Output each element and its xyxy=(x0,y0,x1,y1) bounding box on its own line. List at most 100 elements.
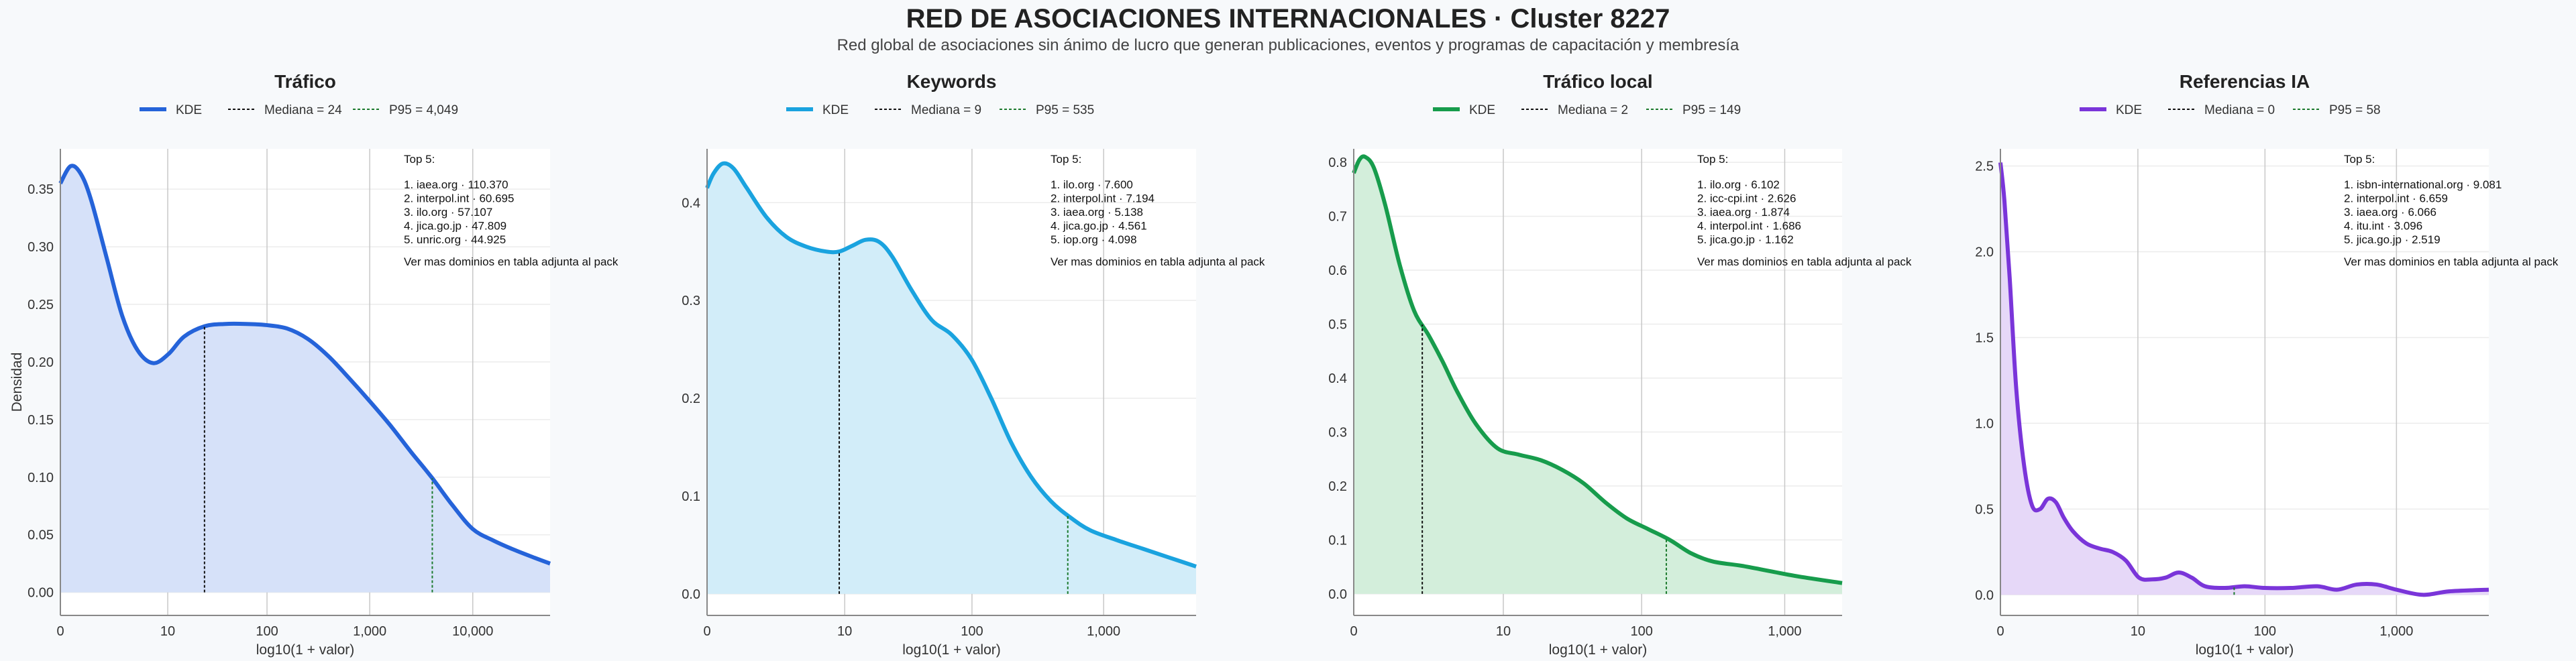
plot-area xyxy=(60,149,550,615)
y-tick-label: 0.6 xyxy=(1328,263,1347,278)
legend-label-kde: KDE xyxy=(822,103,849,117)
x-axis-label: log10(1 + valor) xyxy=(1549,642,1648,658)
panel-title: Referencias IA xyxy=(2180,71,2310,92)
y-tick-label: 0.3 xyxy=(1328,425,1347,440)
x-tick-label: 1,000 xyxy=(2379,624,2413,639)
top5-item: 3. iaea.org · 6.066 xyxy=(2344,206,2436,219)
legend: KDE Mediana = 2 P95 = 149 xyxy=(1433,103,1741,117)
legend-label-p95: P95 = 58 xyxy=(2329,103,2381,117)
legend-label-median: Mediana = 24 xyxy=(264,103,342,117)
top5-item: 4. itu.int · 3.096 xyxy=(2344,220,2422,233)
legend-label-p95: P95 = 4,049 xyxy=(389,103,458,117)
top5-item: 4. interpol.int · 1.686 xyxy=(1697,220,1801,233)
x-tick-label: 10 xyxy=(837,624,852,639)
y-tick-label: 0.0 xyxy=(682,587,700,602)
panel-title: Tráfico xyxy=(274,71,336,92)
top5-item: 3. ilo.org · 57.107 xyxy=(404,206,492,219)
panel-title: Keywords xyxy=(907,71,997,92)
top5-item: 3. iaea.org · 5.138 xyxy=(1051,206,1143,219)
page-subtitle: Red global de asociaciones sin ánimo de … xyxy=(837,36,1739,54)
top5-item: 4. jica.go.jp · 47.809 xyxy=(404,220,506,233)
legend-label-kde: KDE xyxy=(176,103,202,117)
top5-item: 2. interpol.int · 60.695 xyxy=(404,192,514,205)
plot-area xyxy=(707,149,1196,615)
y-tick-label: 0.4 xyxy=(1328,371,1347,386)
chart-panel-trafico-local: 0.0 0.1 0.2 0.3 0.4 0.5 0.6 0.7 0.8 0 10 100 1,000 lo… xyxy=(1328,71,1912,658)
chart-panel-keywords: 0.0 0.1 0.2 0.3 0.4 0 10 100 1,000 log10(1 + valo… xyxy=(682,71,1265,658)
y-tick-label: 1.0 xyxy=(1975,416,1994,431)
x-tick-label: 100 xyxy=(961,624,983,639)
page-title: RED DE ASOCIACIONES INTERNACIONALES · Cl… xyxy=(906,4,1670,34)
legend-label-kde: KDE xyxy=(1469,103,1495,117)
plot-area xyxy=(2000,149,2489,615)
top5-note: Ver mas dominios en tabla adjunta al pac… xyxy=(1051,255,1265,268)
x-axis-label: log10(1 + valor) xyxy=(256,642,355,658)
y-tick-label: 0.05 xyxy=(28,528,54,543)
top5-item: 1. isbn-international.org · 9.081 xyxy=(2344,178,2502,191)
chart-panel-referencias-ia: 0.0 0.5 1.0 1.5 2.0 2.5 0 10 100 1,000 log10(1 + v… xyxy=(1975,71,2559,658)
y-tick-label: 0.25 xyxy=(28,298,54,312)
kde-area xyxy=(1354,156,1842,594)
legend-label-median: Mediana = 9 xyxy=(911,103,981,117)
x-tick-label: 10 xyxy=(2131,624,2145,639)
top5-item: 3. iaea.org · 1.874 xyxy=(1697,206,1790,219)
y-tick-label: 2.5 xyxy=(1975,160,1994,174)
legend-label-p95: P95 = 149 xyxy=(1682,103,1741,117)
y-tick-label: 0.5 xyxy=(1328,318,1347,333)
kde-line xyxy=(1352,154,1843,585)
top5-item: 5. iop.org · 4.098 xyxy=(1051,233,1137,246)
legend-label-kde: KDE xyxy=(2116,103,2142,117)
x-tick-label: 0 xyxy=(703,624,710,639)
top5-item: 5. unric.org · 44.925 xyxy=(404,233,506,246)
legend-label-median: Mediana = 0 xyxy=(2204,103,2275,117)
x-tick-label: 100 xyxy=(2254,624,2276,639)
top5-annotation: Top 5: 1. isbn-international.org · 9.0812… xyxy=(2344,153,2559,268)
top5-item: 4. jica.go.jp · 4.561 xyxy=(1051,220,1147,233)
x-tick-label: 1,000 xyxy=(353,624,386,639)
top5-item: 1. ilo.org · 6.102 xyxy=(1697,178,1780,191)
legend: KDE Mediana = 24 P95 = 4,049 xyxy=(140,103,458,117)
y-tick-label: 2.0 xyxy=(1975,245,1994,260)
panel-title: Tráfico local xyxy=(1543,71,1652,92)
legend: KDE Mediana = 9 P95 = 535 xyxy=(786,103,1094,117)
y-tick-label: 0.2 xyxy=(1328,479,1347,494)
y-tick-label: 0.10 xyxy=(28,471,54,485)
y-tick-label: 0.30 xyxy=(28,240,54,255)
y-tick-label: 0.1 xyxy=(682,489,700,504)
kde-line xyxy=(58,164,551,566)
top5-item: 2. interpol.int · 7.194 xyxy=(1051,192,1155,205)
y-tick-label: 0.3 xyxy=(682,294,700,308)
top5-item: 2. icc-cpi.int · 2.626 xyxy=(1697,192,1796,205)
y-tick-label: 0.20 xyxy=(28,355,54,370)
x-axis-label: log10(1 + valor) xyxy=(902,642,1001,658)
legend-label-p95: P95 = 535 xyxy=(1036,103,1094,117)
top5-heading: Top 5: xyxy=(1051,153,1081,166)
y-tick-label: 0.0 xyxy=(1328,587,1347,602)
kde-area xyxy=(2000,162,2489,595)
kde-line xyxy=(705,161,1197,568)
y-tick-label: 0.2 xyxy=(682,392,700,406)
y-tick-label: 0.35 xyxy=(28,182,54,197)
top5-heading: Top 5: xyxy=(2344,153,2375,166)
top5-note: Ver mas dominios en tabla adjunta al pac… xyxy=(2344,255,2559,268)
chart-panel-trafico: 0.00 0.05 0.10 0.15 0.20 0.25 0.30 0.35 0 10 100 1,… xyxy=(9,71,619,658)
x-tick-label: 0 xyxy=(1996,624,2004,639)
kde-area xyxy=(60,166,550,593)
top5-item: 5. jica.go.jp · 2.519 xyxy=(2344,233,2440,246)
x-tick-label: 100 xyxy=(1630,624,1652,639)
kde-line xyxy=(1998,162,2489,597)
y-tick-label: 0.0 xyxy=(1975,588,1994,603)
x-axis-label: log10(1 + valor) xyxy=(2196,642,2294,658)
legend-label-median: Mediana = 2 xyxy=(1558,103,1628,117)
y-tick-label: 0.7 xyxy=(1328,210,1347,225)
plot-area xyxy=(1354,149,1842,615)
x-tick-label: 100 xyxy=(256,624,278,639)
y-tick-label: 0.8 xyxy=(1328,156,1347,170)
x-tick-label: 10 xyxy=(1496,624,1511,639)
top5-item: 1. ilo.org · 7.600 xyxy=(1051,178,1133,191)
x-tick-label: 10 xyxy=(160,624,175,639)
top5-heading: Top 5: xyxy=(1697,153,1728,166)
